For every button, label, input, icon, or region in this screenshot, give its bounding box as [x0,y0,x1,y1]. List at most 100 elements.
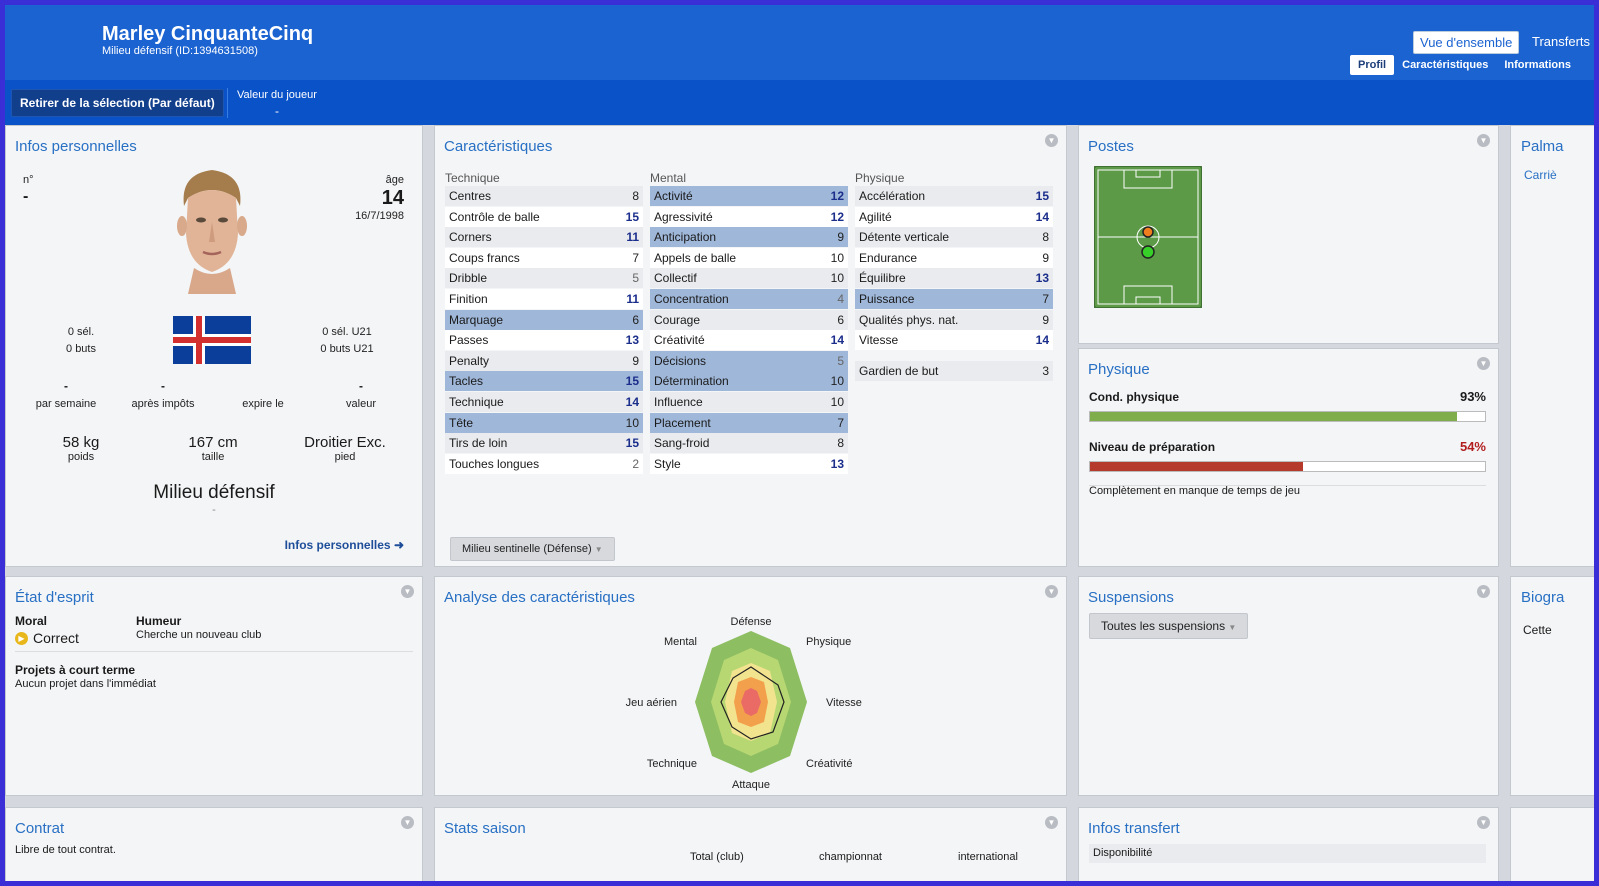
attribute-value: 14 [1035,333,1049,348]
morale-label: Moral [15,614,48,628]
attribute-value: 12 [830,189,844,203]
deselect-button[interactable]: Retirer de la sélection (Par défaut) [11,89,224,117]
attribute-value: 10 [830,271,844,286]
attribute-value: 10 [625,415,639,430]
attribute-value: 11 [626,291,639,306]
career-link[interactable]: Carriè [1524,168,1557,182]
tab-profil[interactable]: Profil [1350,55,1395,75]
attribute-value: 15 [625,374,639,389]
attribute-value: 4 [837,291,844,306]
attribute-value: 14 [625,394,639,409]
attribute-row: Sang-froid 8 [650,433,848,454]
attribute-name: Vitesse [859,333,899,348]
attribute-name: Sang-froid [654,436,710,451]
attribute-name: Tête [449,415,474,430]
chevron-down-icon[interactable]: ▼ [1045,585,1058,598]
chevron-down-icon[interactable]: ▼ [1477,585,1490,598]
attribute-name: Appels de balle [654,250,737,265]
attribute-value: 14 [830,333,844,348]
panel-title: Infos personnelles [15,138,137,155]
physical-panel: Physique ▼ Cond. physique 93% Niveau de … [1078,348,1499,567]
panel-title: Palma [1521,138,1564,155]
attribute-name: Agilité [859,209,892,224]
attribute-value: 8 [837,436,844,451]
attribute-row: Technique 14 [445,391,643,412]
attribute-row: Finition 11 [445,288,643,309]
humeur-label: Humeur [136,614,182,628]
attribute-value: 14 [1035,209,1049,224]
panel-title: Postes [1088,138,1134,155]
weight-label: poids [67,451,95,463]
attribute-value: 5 [632,271,639,286]
attribute-name: Agressivité [654,209,713,224]
suspensions-dropdown[interactable]: Toutes les suspensions ▼ [1089,613,1249,639]
panel-title: Biogra [1521,589,1565,606]
attribute-name: Technique [449,394,504,409]
overview-button[interactable]: Vue d'ensemble [1413,31,1520,54]
attribute-name: Collectif [654,271,697,286]
chevron-down-icon[interactable]: ▼ [1477,357,1490,370]
divider [15,651,413,652]
attribute-name: Concentration [654,291,729,306]
column-header: Technique [445,171,500,185]
wage-value: - [64,379,68,393]
attribute-name: Influence [654,394,703,409]
tab-informations[interactable]: Informations [1504,59,1571,71]
chevron-down-icon[interactable]: ▼ [401,816,414,829]
personal-info-panel: Infos personnelles n° - âge 14 16/7/1998… [5,125,423,567]
physical-note: Complètement en manque de temps de jeu [1089,485,1300,497]
attribute-value: 9 [632,353,639,368]
attribute-name: Détente verticale [859,230,950,245]
radar-axis-label-vitesse: Vitesse [826,697,862,709]
radar-axis-label-attaque: Attaque [732,779,770,791]
availability-row: Disponibilité [1089,844,1486,863]
iceland-flag-icon [173,316,251,364]
chevron-down-icon[interactable]: ▼ [1045,134,1058,147]
morale-arrow-icon: ▶ [15,631,28,645]
attribute-value: 7 [1042,291,1049,306]
biography-panel: Biogra Cette [1510,576,1594,796]
attribute-name: Placement [654,415,711,430]
expires-label: expire le [242,398,284,410]
personal-info-link[interactable]: Infos personnelles ➜ [284,538,404,552]
attribute-row: Agressivité 12 [650,206,848,227]
number-value: - [23,188,29,205]
sharpness-label: Niveau de préparation [1089,440,1216,454]
transfers-link[interactable]: Transferts [1532,34,1591,49]
attribute-value: 8 [1042,230,1049,245]
attribute-value: 11 [626,230,639,245]
attribute-name: Équilibre [859,271,906,286]
attribute-row: Créativité 14 [650,330,848,351]
tab-caracteristiques[interactable]: Caractéristiques [1402,59,1489,71]
column-header: championnat [819,851,882,863]
chevron-down-icon[interactable]: ▼ [1477,816,1490,829]
column-header: Physique [855,171,905,185]
chevron-down-icon[interactable]: ▼ [1045,816,1058,829]
honours-panel: Palma Carriè [1510,125,1594,567]
attribute-name: Anticipation [654,230,717,245]
number-label: n° [23,174,34,186]
attribute-value: 9 [1042,250,1049,265]
attribute-value: 13 [625,333,639,348]
chevron-down-icon[interactable]: ▼ [1477,134,1490,147]
player-name: Marley CinquanteCinq [102,23,314,45]
caps: 0 sél. [67,326,95,338]
attribute-row: Marquage 6 [445,309,643,330]
position-title: Milieu défensif [153,482,275,503]
attribute-row: Accélération 15 [855,186,1053,206]
attribute-row: Tirs de loin 15 [445,433,643,454]
role-dropdown[interactable]: Milieu sentinelle (Défense) ▼ [450,537,615,561]
panel-title: Contrat [15,820,65,837]
attribute-value: 8 [632,189,639,203]
radar-axis-label-technique: Technique [647,758,697,770]
attribute-name: Endurance [859,250,918,265]
attribute-row: Influence 10 [650,391,848,412]
after-tax-value: - [161,379,165,393]
attribute-value: 15 [1035,189,1049,203]
mental-column: Mental Activité 12 Agressivité 12 Anticipati… [650,171,848,474]
chevron-down-icon[interactable]: ▼ [401,585,414,598]
attribute-row: Qualités phys. nat. 9 [855,309,1053,330]
panel-title: Analyse des caractéristiques [444,589,635,606]
attributes-panel: Caractéristiques ▼ Technique Centres 8 Con… [434,125,1067,567]
attribute-value: 10 [830,250,844,265]
